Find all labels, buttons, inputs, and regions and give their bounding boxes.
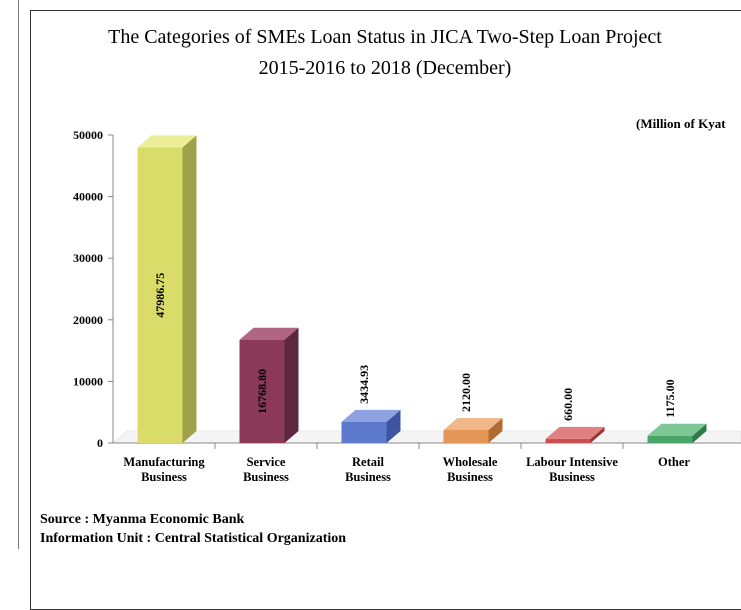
floor-plane xyxy=(112,430,741,444)
bar-top xyxy=(137,135,197,148)
bar-top xyxy=(545,426,605,439)
data-label: 1175.00 xyxy=(663,379,677,417)
bar xyxy=(239,339,285,443)
y-tick-label: 50000 xyxy=(73,128,103,142)
category-label: Retail xyxy=(352,455,384,469)
category-label: Business xyxy=(549,470,595,484)
data-label: 16768.80 xyxy=(255,369,269,414)
bar-side xyxy=(488,417,503,443)
bar-side xyxy=(182,135,197,444)
y-tick-label: 30000 xyxy=(73,251,103,265)
data-label: 3434.93 xyxy=(357,365,371,404)
y-tick-label: 0 xyxy=(97,436,103,450)
bar-top xyxy=(647,423,707,436)
category-label: Business xyxy=(447,470,493,484)
bar-top xyxy=(341,409,401,422)
data-label: 660.00 xyxy=(561,388,575,421)
category-label: Business xyxy=(345,470,391,484)
category-label: Manufacturing xyxy=(123,455,205,469)
bar-chart: 0 10000 20000 30000 40000 50000 47986.75 Manufa… xyxy=(73,128,741,484)
y-tick-label: 10000 xyxy=(73,374,103,388)
category-label: Wholesale xyxy=(443,455,498,469)
information-unit-text: Information Unit : Central Statistical O… xyxy=(40,531,347,546)
left-border-line xyxy=(18,0,19,549)
bar xyxy=(137,147,183,444)
bar xyxy=(647,435,693,443)
bar xyxy=(545,438,591,443)
chart-title: The Categories of SMEs Loan Status in JI… xyxy=(108,26,662,48)
data-label: 2120.00 xyxy=(459,373,473,412)
category-label: Other xyxy=(658,455,690,469)
category-label: Business xyxy=(141,470,187,484)
bar-side xyxy=(590,426,605,443)
y-tick-label: 20000 xyxy=(73,313,103,327)
chart-subtitle: 2015-2016 to 2018 (December) xyxy=(258,57,512,79)
bar-top xyxy=(239,327,299,340)
y-tick-label: 40000 xyxy=(73,190,103,204)
bar-side xyxy=(692,423,707,443)
category-label: Service xyxy=(247,455,286,469)
bar-side xyxy=(386,409,401,443)
data-label: 47986.75 xyxy=(153,273,167,318)
bar xyxy=(341,421,387,443)
bar xyxy=(443,429,489,443)
bar-top xyxy=(443,417,503,430)
category-label: Business xyxy=(243,470,289,484)
source-text: Source : Myanma Economic Bank xyxy=(40,512,245,527)
category-label: Labour Intensive xyxy=(526,455,618,469)
unit-label: (Million of Kyat xyxy=(636,116,726,131)
bar-side xyxy=(284,327,299,443)
